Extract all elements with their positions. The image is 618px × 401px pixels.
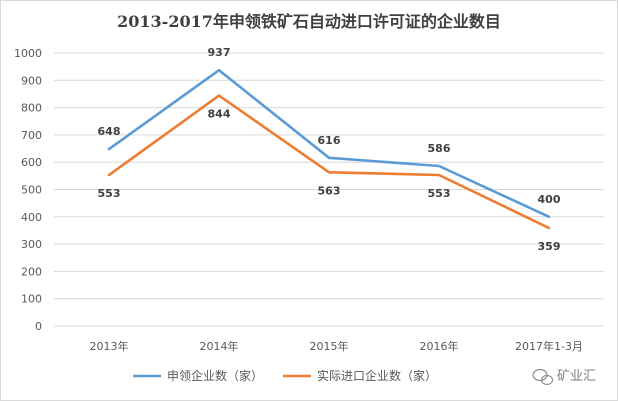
legend-label: 申领企业数（家） bbox=[167, 368, 263, 383]
x-tick-label: 2013年 bbox=[90, 339, 129, 353]
data-label: 937 bbox=[208, 46, 231, 59]
data-label: 648 bbox=[98, 125, 121, 138]
y-tick-label: 400 bbox=[21, 211, 42, 224]
x-tick-label: 2017年1-3月 bbox=[515, 339, 583, 353]
x-tick-label: 2016年 bbox=[420, 339, 459, 353]
y-tick-label: 0 bbox=[35, 320, 42, 333]
x-tick-label: 2014年 bbox=[200, 339, 239, 353]
y-axis-ticks: 0 100 200 300 400 500 600 700 800 900 1000 bbox=[14, 47, 42, 333]
series-line-1 bbox=[107, 68, 551, 219]
y-tick-label: 900 bbox=[21, 74, 42, 87]
series-line-2 bbox=[107, 94, 551, 230]
y-tick-label: 700 bbox=[21, 129, 42, 142]
y-tick-label: 600 bbox=[21, 156, 42, 169]
y-tick-label: 300 bbox=[21, 238, 42, 251]
x-tick-label: 2015年 bbox=[310, 339, 349, 353]
y-tick-label: 500 bbox=[21, 184, 42, 197]
data-label: 844 bbox=[208, 108, 231, 121]
data-labels: 648 937 616 586 400 553 844 563 553 359 bbox=[98, 46, 561, 253]
y-tick-label: 200 bbox=[21, 265, 42, 278]
grid-lines bbox=[54, 52, 604, 327]
chart-title: 2013-2017年申领铁矿石自动进口许可证的企业数目 bbox=[117, 12, 501, 31]
series-lines bbox=[107, 68, 551, 230]
data-label: 563 bbox=[318, 184, 341, 197]
y-tick-label: 100 bbox=[21, 293, 42, 306]
data-label: 553 bbox=[98, 187, 121, 200]
legend: 申领企业数（家） 实际进口企业数（家） bbox=[133, 368, 437, 383]
data-label: 586 bbox=[428, 142, 451, 155]
data-label: 400 bbox=[538, 193, 561, 206]
x-axis-ticks: 2013年 2014年 2015年 2016年 2017年1-3月 bbox=[90, 339, 583, 353]
data-label: 553 bbox=[428, 187, 451, 200]
legend-label: 实际进口企业数（家） bbox=[317, 368, 437, 383]
watermark-text: 矿业汇 bbox=[557, 369, 596, 384]
y-tick-label: 1000 bbox=[14, 47, 42, 60]
data-label: 359 bbox=[538, 240, 561, 253]
y-tick-label: 800 bbox=[21, 102, 42, 115]
wechat-logo-icon bbox=[532, 368, 554, 386]
data-label: 616 bbox=[318, 134, 341, 147]
